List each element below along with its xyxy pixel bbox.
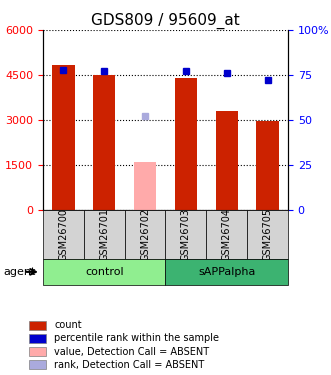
Bar bbox=[134, 162, 156, 210]
FancyBboxPatch shape bbox=[43, 259, 166, 285]
Bar bbox=[256, 122, 279, 210]
FancyBboxPatch shape bbox=[166, 259, 288, 285]
Bar bbox=[93, 75, 116, 210]
Text: GSM26701: GSM26701 bbox=[99, 208, 109, 261]
Text: count: count bbox=[54, 320, 82, 330]
Bar bbox=[52, 65, 75, 210]
Text: value, Detection Call = ABSENT: value, Detection Call = ABSENT bbox=[54, 346, 210, 357]
FancyBboxPatch shape bbox=[125, 210, 166, 259]
Text: percentile rank within the sample: percentile rank within the sample bbox=[54, 333, 219, 344]
Bar bbox=[29, 334, 46, 343]
Text: GSM26703: GSM26703 bbox=[181, 208, 191, 261]
Text: GSM26700: GSM26700 bbox=[59, 208, 69, 261]
FancyBboxPatch shape bbox=[43, 210, 84, 259]
Bar bbox=[29, 321, 46, 330]
FancyBboxPatch shape bbox=[206, 210, 247, 259]
Bar bbox=[29, 360, 46, 369]
Bar bbox=[215, 111, 238, 210]
Bar bbox=[29, 347, 46, 356]
Bar bbox=[175, 78, 197, 210]
Text: GSM26704: GSM26704 bbox=[222, 208, 232, 261]
Text: GSM26702: GSM26702 bbox=[140, 208, 150, 261]
Text: agent: agent bbox=[3, 267, 36, 277]
FancyBboxPatch shape bbox=[247, 210, 288, 259]
Text: sAPPalpha: sAPPalpha bbox=[198, 267, 256, 277]
FancyBboxPatch shape bbox=[166, 210, 206, 259]
Title: GDS809 / 95609_at: GDS809 / 95609_at bbox=[91, 12, 240, 28]
Text: control: control bbox=[85, 267, 123, 277]
Text: GSM26705: GSM26705 bbox=[262, 208, 272, 261]
Text: rank, Detection Call = ABSENT: rank, Detection Call = ABSENT bbox=[54, 360, 205, 370]
FancyBboxPatch shape bbox=[84, 210, 125, 259]
